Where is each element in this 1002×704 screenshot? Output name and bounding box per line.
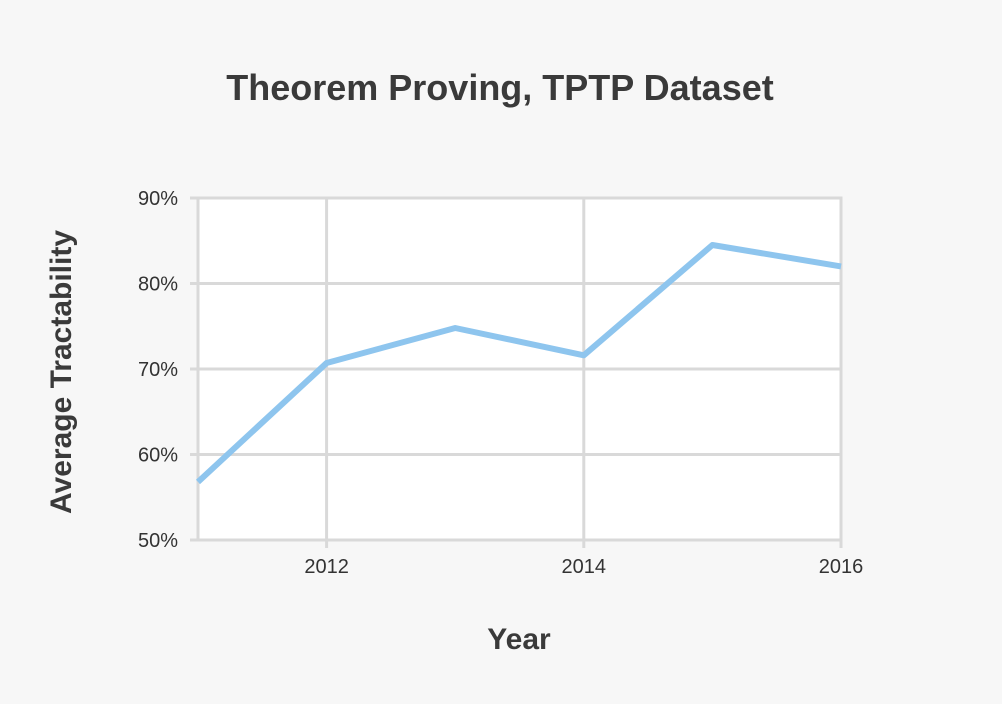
y-tick-label: 50% (138, 530, 178, 552)
plot-area: 50% 60% 70% 80% 90% 2012 2014 2016 (138, 188, 863, 578)
y-tick-label: 70% (138, 359, 178, 381)
x-tick-label: 2012 (304, 556, 349, 578)
x-tick-label: 2014 (562, 556, 607, 578)
y-tick-label: 60% (138, 445, 178, 467)
y-tick-label: 90% (138, 188, 178, 210)
series-line (195, 242, 842, 485)
x-axis-title: Year (487, 623, 551, 656)
chart-title: Theorem Proving, TPTP Dataset (226, 67, 773, 108)
y-tick-label: 80% (138, 274, 178, 296)
y-axis-title: Average Tractability (45, 230, 78, 514)
x-tick-label: 2016 (819, 556, 864, 578)
